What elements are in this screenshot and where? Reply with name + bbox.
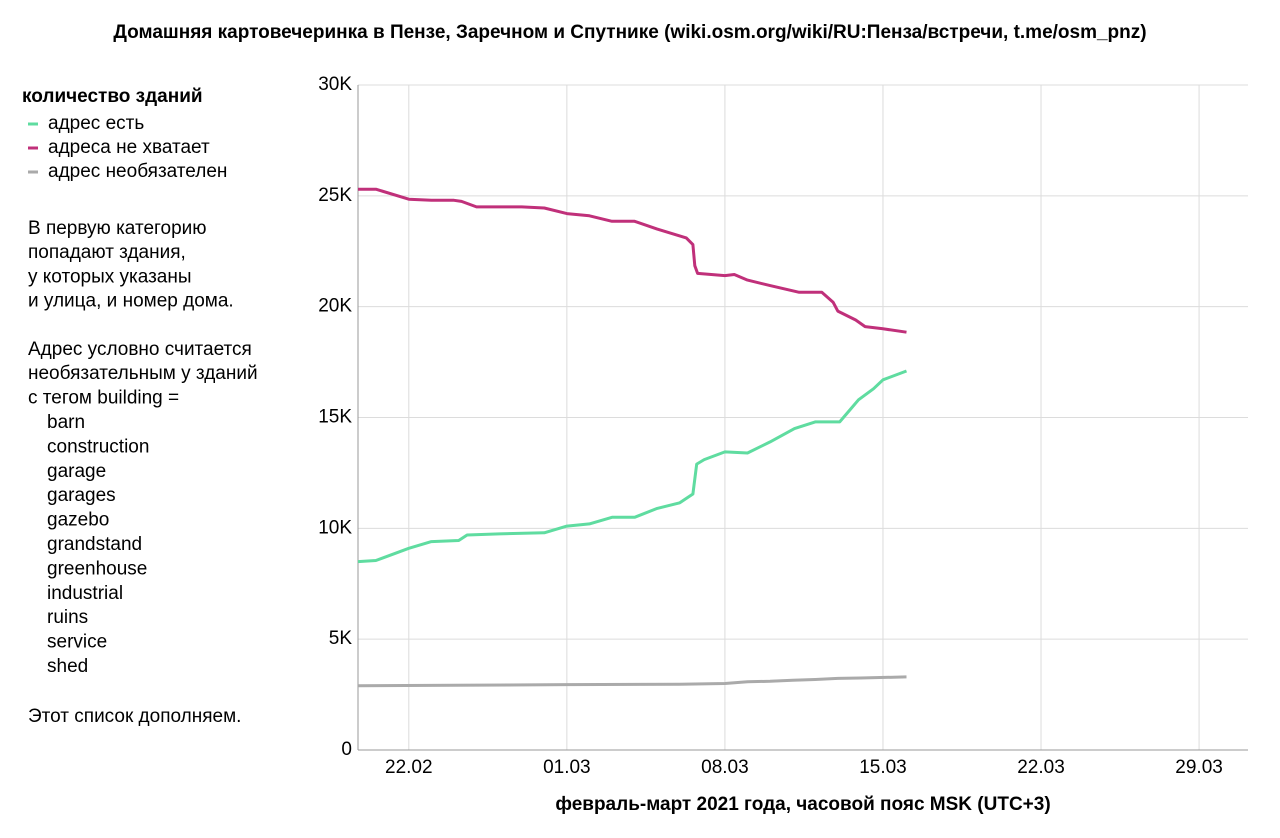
y-tick-label: 30K [318,74,352,95]
y-tick-label: 15K [318,407,352,428]
tag-item: ruins [47,607,88,628]
y-tick-label: 0 [341,739,352,760]
y-tick-label: 25K [318,185,352,206]
legend-label: адрес есть [48,113,144,134]
x-tick-label: 08.03 [701,757,749,778]
legend-label: адреса не хватает [48,137,210,158]
data-line [357,675,907,688]
x-tick-label: 01.03 [543,757,591,778]
note: у которых указаны [28,266,192,287]
tag-item: service [47,632,107,653]
y-tick-label: 10K [318,517,352,538]
x-tick-label: 15.03 [859,757,907,778]
tag-item: shed [47,656,88,677]
tag-item: garage [47,461,106,482]
note: Этот список дополняем. [28,706,241,727]
note: и улица, и номер дома. [28,291,234,312]
chart-title: Домашняя картовечеринка в Пензе, Заречно… [113,22,1146,43]
data-line [357,369,908,564]
x-axis-title: февраль-март 2021 года, часовой пояс MSK… [555,794,1050,815]
note: В первую категорию [28,218,207,239]
tag-item: greenhouse [47,558,147,579]
legend-title: количество зданий [22,86,203,107]
tag-item: construction [47,436,149,457]
note: необязательным у зданий [28,363,258,384]
tag-item: grandstand [47,534,142,555]
tag-item: gazebo [47,510,109,531]
data-line [358,187,907,334]
y-tick-label: 5K [329,628,353,649]
y-tick-label: 20K [318,296,352,317]
note: Адрес условно считается [28,339,252,360]
note: с тегом building = [28,387,179,408]
x-tick-label: 29.03 [1175,757,1223,778]
x-tick-label: 22.02 [385,757,433,778]
tag-item: industrial [47,583,123,604]
note: попадают здания, [28,242,186,263]
legend-label: адрес необязателен [48,161,227,182]
tag-item: barn [47,412,85,433]
tag-item: garages [47,485,116,506]
x-tick-label: 22.03 [1017,757,1065,778]
